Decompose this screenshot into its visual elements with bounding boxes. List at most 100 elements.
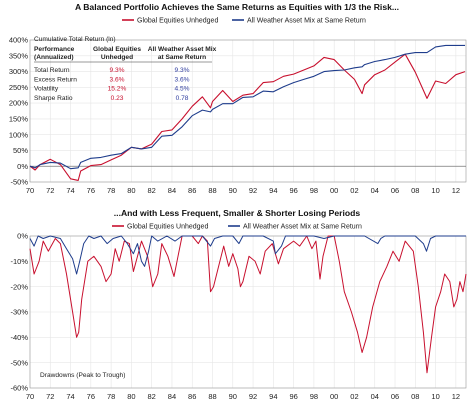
top-x-tick-label: 76 — [87, 186, 95, 195]
table-header-allweather-line1: All Weather Asset Mix — [148, 46, 217, 53]
top-x-tick-label: 94 — [269, 186, 277, 195]
bottom-x-tick-label: 88 — [208, 392, 216, 401]
top-x-tick-label: 74 — [66, 186, 74, 195]
top-x-tick-label: 82 — [148, 186, 156, 195]
bottom-x-tick-label: 98 — [310, 392, 318, 401]
top-y-tick-label: -50% — [10, 178, 28, 187]
top-y-tick-label: 400% — [9, 36, 29, 45]
bottom-y-tick-label: -10% — [10, 257, 28, 266]
bottom-x-tick-label: 90 — [229, 392, 237, 401]
bottom-x-tick-label: 00 — [330, 392, 338, 401]
top-chart-subtitle: Cumulative Total Return (ln) — [34, 36, 116, 43]
top-y-tick-label: 50% — [13, 146, 28, 155]
table-row-label: Total Return — [34, 67, 70, 74]
bottom-chart-title: ...And with Less Frequent, Smaller & Sho… — [114, 208, 361, 218]
bottom-legend-equities-label: Global Equities Unhedged — [127, 224, 208, 231]
bottom-y-tick-label: -20% — [10, 282, 28, 291]
performance-table: Cumulative Total Return (ln) Performance… — [34, 36, 217, 102]
bottom-y-tick-label: -40% — [10, 333, 28, 342]
top-x-tick-label: 96 — [289, 186, 297, 195]
top-y-tick-label: 0% — [17, 162, 28, 171]
bottom-legend: Global Equities Unhedged All Weather Ass… — [112, 224, 362, 231]
bottom-x-tick-label: 12 — [452, 392, 460, 401]
top-series-allweather-line — [29, 44, 465, 170]
table-row-label: Volatility — [34, 86, 59, 93]
top-gridlines — [29, 39, 467, 183]
bottom-legend-allweather-label: All Weather Asset Mix at Same Return — [243, 224, 362, 231]
bottom-x-tick-label: 06 — [391, 392, 399, 401]
top-y-axis: -50% 0% 50% 100% 150% 200% 250% 300% 350% 400% — [9, 36, 29, 187]
drawdown-annotation: Drawdowns (Peak to Trough) — [40, 372, 125, 379]
top-y-tick-label: 150% — [9, 114, 29, 123]
top-legend-equities-label: Global Equities Unhedged — [137, 18, 218, 25]
top-x-tick-label: 10 — [431, 186, 439, 195]
table-cell-equities: 3.6% — [109, 76, 124, 83]
top-x-tick-label: 92 — [249, 186, 257, 195]
table-header-performance: Performance — [34, 46, 75, 53]
bottom-x-tick-label: 04 — [371, 392, 379, 401]
bottom-y-tick-label: -60% — [10, 384, 28, 393]
bottom-x-tick-label: 02 — [350, 392, 358, 401]
bottom-y-tick-label: 0% — [17, 232, 28, 241]
top-x-tick-label: 70 — [26, 186, 34, 195]
top-plot-frame — [29, 39, 467, 183]
top-legend-allweather-label: All Weather Asset Mix at Same Return — [247, 18, 366, 25]
top-y-tick-label: 250% — [9, 83, 29, 92]
top-legend: Global Equities Unhedged All Weather Ass… — [122, 18, 366, 25]
bottom-x-tick-label: 72 — [46, 392, 54, 401]
top-chart-title: A Balanced Portfolio Achieves the Same R… — [75, 2, 399, 12]
table-row-label: Excess Return — [34, 76, 77, 83]
table-row-label: Sharpe Ratio — [34, 95, 73, 102]
table-header-equities-line1: Global Equities — [93, 46, 141, 53]
table-cell-equities: 15.2% — [108, 86, 127, 93]
bottom-x-axis: 70 72 74 76 78 80 82 84 86 88 90 92 94 96 98 00 02 04 06 08… — [26, 392, 460, 401]
table-cell-equities: 0.23 — [111, 95, 124, 102]
top-y-tick-label: 100% — [9, 130, 29, 139]
bottom-series-equities-line — [29, 235, 467, 374]
bottom-x-tick-label: 82 — [148, 392, 156, 401]
table-cell-allweather: 4.5% — [174, 86, 189, 93]
bottom-x-tick-label: 96 — [289, 392, 297, 401]
table-header-annualized: (Annualized) — [34, 54, 74, 61]
bottom-x-tick-label: 76 — [87, 392, 95, 401]
top-x-tick-label: 86 — [188, 186, 196, 195]
bottom-series-allweather-line — [29, 235, 466, 275]
bottom-x-tick-label: 94 — [269, 392, 277, 401]
top-x-tick-label: 90 — [229, 186, 237, 195]
top-x-tick-label: 00 — [330, 186, 338, 195]
bottom-x-tick-label: 84 — [168, 392, 176, 401]
bottom-x-tick-label: 74 — [66, 392, 74, 401]
top-y-tick-label: 200% — [9, 99, 29, 108]
top-x-tick-label: 78 — [107, 186, 115, 195]
bottom-y-tick-label: -30% — [10, 308, 28, 317]
bottom-x-tick-label: 80 — [127, 392, 135, 401]
top-y-tick-label: 350% — [9, 51, 29, 60]
top-x-tick-label: 80 — [127, 186, 135, 195]
table-header-allweather-line2: at Same Return — [158, 54, 206, 61]
top-series-equities-line — [29, 53, 466, 181]
table-cell-equities: 9.3% — [109, 67, 124, 74]
top-y-tick-label: 300% — [9, 67, 29, 76]
top-x-tick-label: 06 — [391, 186, 399, 195]
top-x-axis: 70 72 74 76 78 80 82 84 86 88 90 92 94 96 98 00 02 04 06 08… — [26, 186, 460, 195]
bottom-x-tick-label: 70 — [26, 392, 34, 401]
top-x-tick-label: 88 — [208, 186, 216, 195]
top-x-tick-label: 98 — [310, 186, 318, 195]
top-series-lines — [29, 44, 466, 181]
table-rows: Total Return 9.3% 9.3% Excess Return 3.6% 3.6… — [34, 67, 190, 102]
table-cell-allweather: 9.3% — [174, 67, 189, 74]
bottom-x-tick-label: 78 — [107, 392, 115, 401]
bottom-series-lines — [29, 235, 467, 374]
top-x-tick-label: 02 — [350, 186, 358, 195]
table-cell-allweather: 0.78 — [176, 95, 189, 102]
top-x-tick-label: 72 — [46, 186, 54, 195]
bottom-y-axis: 0% -10% -20% -30% -40% -50% -60% — [10, 232, 28, 393]
table-cell-allweather: 3.6% — [174, 76, 189, 83]
bottom-x-tick-label: 08 — [411, 392, 419, 401]
top-x-tick-label: 12 — [452, 186, 460, 195]
top-x-tick-label: 84 — [168, 186, 176, 195]
bottom-x-tick-label: 92 — [249, 392, 257, 401]
top-x-tick-label: 08 — [411, 186, 419, 195]
